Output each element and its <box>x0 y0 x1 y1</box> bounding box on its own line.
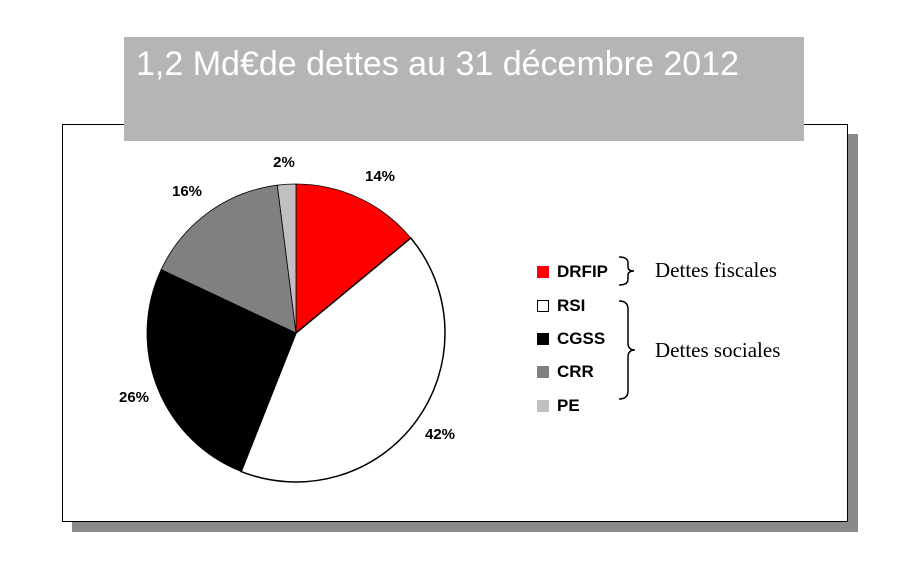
legend-swatch-rsi <box>537 300 549 312</box>
pie-slices <box>146 183 446 483</box>
legend-item-crr: CRR <box>537 362 594 382</box>
legend-label-rsi: RSI <box>557 296 586 315</box>
pie-slice-cgss <box>146 269 297 473</box>
legend-swatch-drfip <box>537 266 549 278</box>
slice-label-drfip: 14% <box>365 168 395 185</box>
legend-label-crr: CRR <box>557 362 594 381</box>
legend-swatch-crr <box>537 366 549 378</box>
legend-swatch-pe <box>537 400 549 412</box>
legend-item-rsi: RSI <box>537 296 585 316</box>
brace-fiscales <box>618 256 635 286</box>
pie-labels: 14% 42% 26% 16% 2% <box>119 154 455 443</box>
title-banner: 1,2 Md€de dettes au 31 décembre 2012 <box>124 37 804 141</box>
legend-item-cgss: CGSS <box>537 329 605 349</box>
chart-title: 1,2 Md€de dettes au 31 décembre 2012 <box>136 45 739 83</box>
legend-label-drfip: DRFIP <box>557 262 608 281</box>
group-label-fiscales: Dettes fiscales <box>655 258 777 282</box>
legend-label-pe: PE <box>557 396 580 415</box>
pie-slice-drfip <box>295 183 412 334</box>
slice-label-crr: 16% <box>172 183 202 200</box>
slice-label-rsi: 42% <box>425 426 455 443</box>
pie-slice-crr <box>160 184 297 334</box>
legend-label-cgss: CGSS <box>557 329 606 348</box>
pie-slice-pe <box>276 183 297 334</box>
legend-swatch-cgss <box>537 333 549 345</box>
slice-label-pe: 2% <box>273 154 295 171</box>
legend-item-drfip: DRFIP <box>537 262 608 282</box>
legend-item-pe: PE <box>537 396 580 416</box>
pie-slice-rsi <box>240 236 446 483</box>
slice-label-cgss: 26% <box>119 389 149 406</box>
brace-sociales <box>618 300 636 400</box>
group-label-sociales: Dettes sociales <box>655 338 781 362</box>
